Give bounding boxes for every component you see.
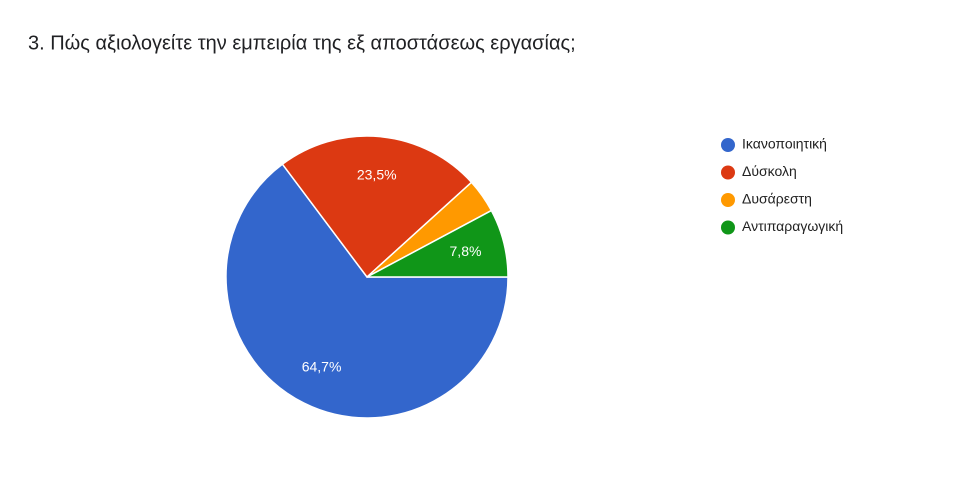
slice-label: 64,7% bbox=[302, 358, 342, 374]
pie-slice bbox=[225, 163, 509, 419]
legend-label: Ικανοποιητική bbox=[742, 136, 827, 152]
legend-marker bbox=[721, 220, 735, 235]
slice-label: 23,5% bbox=[357, 167, 397, 183]
legend-marker bbox=[721, 138, 735, 152]
chart-title: 3. Πώς αξιολογείτε την εμπειρία της εξ α… bbox=[28, 32, 576, 54]
legend-label: Αντιπαραγωγική bbox=[742, 218, 843, 234]
pie-slice bbox=[366, 209, 509, 278]
slice-label: 7,8% bbox=[450, 243, 482, 259]
pie-slice bbox=[281, 135, 473, 279]
legend-label: Δύσκολη bbox=[742, 163, 797, 179]
legend-label: Δυσάρεστη bbox=[742, 191, 812, 207]
legend-marker bbox=[721, 193, 735, 207]
legend-marker bbox=[721, 165, 735, 180]
